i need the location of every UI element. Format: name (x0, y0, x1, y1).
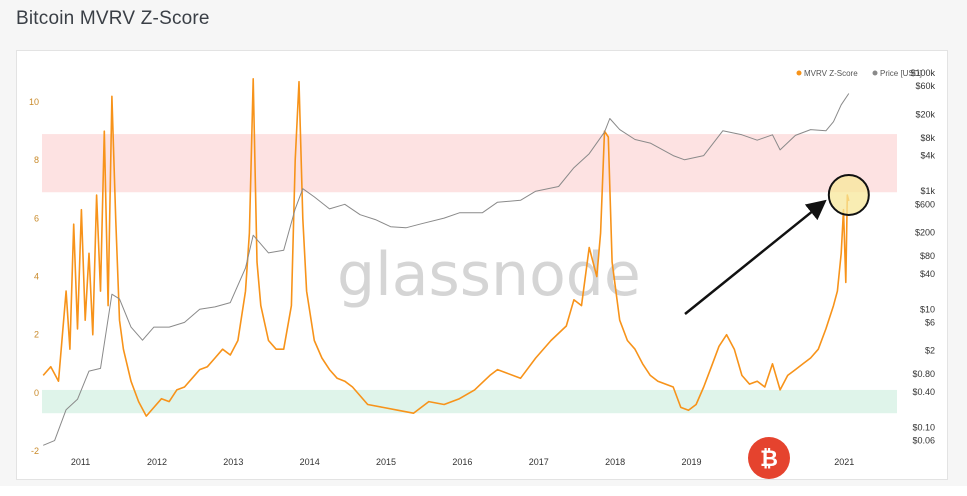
bitcoin-logo-glyph: ₿ (760, 446, 778, 471)
annotation-layer (684, 173, 870, 315)
legend-label: Price [USD] (880, 69, 922, 78)
right-tick-label: $80 (920, 251, 935, 261)
legend: MVRV Z-Score Price [USD] (796, 69, 922, 78)
x-tick-label: 2016 (452, 457, 472, 467)
bottom-strip (0, 486, 967, 496)
series-layer (42, 77, 850, 446)
price-series-line (43, 93, 850, 446)
legend-dot (872, 70, 878, 76)
x-axis-ticks: 2011201220132014201520162017201820192020… (71, 457, 854, 467)
left-axis-ticks: -2 0 2 4 6 8 10 (29, 97, 39, 456)
right-tick-label: $8k (920, 133, 935, 143)
legend-label: MVRV Z-Score (804, 69, 858, 78)
left-tick-label: -2 (31, 446, 39, 456)
page-title: Bitcoin MVRV Z-Score (16, 8, 210, 29)
x-tick-label: 2021 (834, 457, 854, 467)
right-tick-label: $40 (920, 269, 935, 279)
left-tick-label: 10 (29, 97, 39, 107)
legend-dot (796, 70, 802, 76)
red-band (42, 134, 897, 193)
right-tick-label: $4k (920, 151, 935, 161)
green-band (42, 389, 897, 414)
right-tick-label: $2 (925, 346, 935, 356)
bands-layer (42, 134, 897, 414)
x-tick-label: 2013 (223, 457, 243, 467)
mvrv-chart: glassnode -2 0 2 4 6 8 10 $0.06 $0.10 $0.40 $0.80… (29, 68, 935, 479)
mvrv-series-line (42, 77, 850, 417)
x-tick-label: 2015 (376, 457, 396, 467)
x-tick-label: 2012 (147, 457, 167, 467)
left-tick-label: 0 (34, 388, 39, 398)
right-tick-label: $100k (910, 68, 935, 78)
right-tick-label: $200 (915, 227, 935, 237)
arrow (684, 199, 827, 315)
x-tick-label: 2014 (300, 457, 320, 467)
right-tick-label: $20k (915, 109, 935, 119)
right-tick-label: $0.80 (912, 369, 935, 379)
left-tick-label: 6 (34, 213, 39, 223)
watermark: glassnode (337, 240, 641, 310)
left-tick-label: 8 (34, 155, 39, 165)
x-tick-label: 2017 (529, 457, 549, 467)
x-tick-label: 2018 (605, 457, 625, 467)
left-tick-label: 2 (34, 330, 39, 340)
x-tick-label: 2011 (71, 457, 90, 467)
right-tick-label: $600 (915, 199, 935, 209)
chart-card: glassnode -2 0 2 4 6 8 10 $0.06 $0.10 $0.40 $0.80… (16, 50, 948, 480)
right-tick-label: $60k (915, 81, 935, 91)
right-axis-ticks: $0.06 $0.10 $0.40 $0.80 $2 $6 $10 $40 $80 $200 $60… (910, 68, 935, 446)
bitcoin-logo-icon: ₿ (748, 437, 790, 479)
right-tick-label: $0.40 (912, 387, 935, 397)
right-tick-label: $0.06 (912, 436, 935, 446)
highlight-circle (827, 173, 870, 216)
x-tick-label: 2019 (681, 457, 701, 467)
bitcoin-logo-circle (748, 437, 790, 479)
left-tick-label: 4 (34, 272, 39, 282)
right-tick-label: $6 (925, 317, 935, 327)
right-tick-label: $10 (920, 304, 935, 314)
right-tick-label: $1k (920, 186, 935, 196)
right-tick-label: $0.10 (912, 422, 935, 432)
